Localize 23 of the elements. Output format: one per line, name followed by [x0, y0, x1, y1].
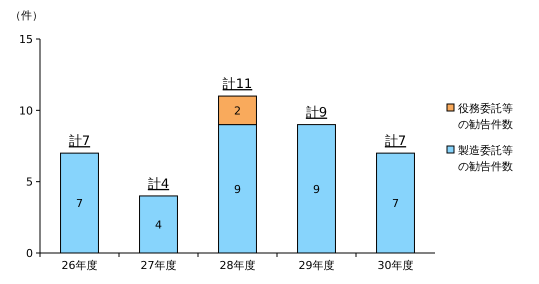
legend-label: 役務委託等の勧告件数	[458, 102, 513, 131]
y-axis-title: （件）	[10, 9, 43, 22]
total-label: 計9	[306, 106, 328, 121]
x-tick-label: 27年度	[140, 259, 176, 272]
data-label: 7	[76, 197, 83, 210]
y-tick-label: 15	[19, 33, 33, 46]
x-tick-label: 29年度	[298, 259, 334, 272]
total-label: 計11	[222, 77, 252, 92]
legend-label: 製造委託等の勧告件数	[458, 144, 513, 173]
x-tick-label: 26年度	[62, 259, 98, 272]
total-label: 計4	[148, 176, 170, 192]
data-label: 9	[234, 182, 241, 196]
y-tick-label: 0	[26, 247, 33, 260]
data-label: 7	[392, 197, 399, 210]
data-label: 2	[234, 104, 241, 118]
data-label: 9	[313, 182, 320, 196]
data-label: 4	[155, 218, 162, 232]
total-label: 計7	[384, 134, 406, 150]
y-tick-label: 10	[19, 104, 33, 118]
y-tick-label: 5	[26, 176, 33, 189]
total-label: 計7	[68, 134, 90, 150]
x-tick-label: 28年度	[220, 259, 256, 272]
x-tick-label: 30年度	[378, 259, 414, 272]
